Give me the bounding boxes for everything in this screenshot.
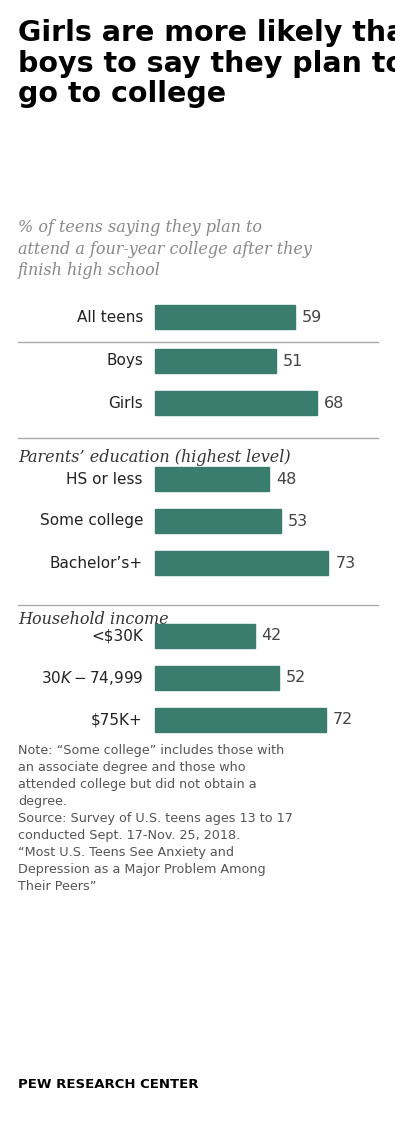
Text: Girls are more likely than
boys to say they plan to
go to college: Girls are more likely than boys to say t… — [18, 19, 395, 108]
Text: Parents’ education (highest level): Parents’ education (highest level) — [18, 448, 291, 465]
Bar — [155, 708, 326, 732]
Text: Boys: Boys — [106, 353, 143, 368]
Bar — [155, 624, 255, 648]
Text: Note: “Some college” includes those with
an associate degree and those who
atten: Note: “Some college” includes those with… — [18, 744, 293, 893]
Bar — [155, 305, 295, 329]
Text: HS or less: HS or less — [66, 472, 143, 487]
Text: Girls: Girls — [108, 395, 143, 411]
Text: <$30K: <$30K — [91, 629, 143, 644]
Text: 52: 52 — [286, 671, 306, 685]
Text: $30K-$74,999: $30K-$74,999 — [41, 669, 143, 688]
Text: 72: 72 — [333, 712, 353, 727]
Text: Bachelor’s+: Bachelor’s+ — [50, 555, 143, 570]
Bar — [155, 509, 281, 533]
Text: 53: 53 — [288, 514, 308, 528]
Text: 42: 42 — [262, 629, 282, 644]
Text: 68: 68 — [324, 395, 344, 411]
Text: 59: 59 — [302, 309, 322, 324]
Bar — [155, 349, 276, 373]
Text: 73: 73 — [335, 555, 356, 570]
Bar — [155, 666, 278, 690]
Bar — [155, 467, 269, 491]
Text: PEW RESEARCH CENTER: PEW RESEARCH CENTER — [18, 1078, 199, 1091]
Text: 48: 48 — [276, 472, 296, 487]
Text: Household income: Household income — [18, 611, 169, 628]
Text: All teens: All teens — [77, 309, 143, 324]
Bar — [155, 391, 316, 415]
Text: 51: 51 — [283, 353, 303, 368]
Text: Some college: Some college — [40, 514, 143, 528]
Text: $75K+: $75K+ — [91, 712, 143, 727]
Bar — [155, 551, 328, 575]
Text: % of teens saying they plan to
attend a four-year college after they
finish high: % of teens saying they plan to attend a … — [18, 219, 312, 279]
